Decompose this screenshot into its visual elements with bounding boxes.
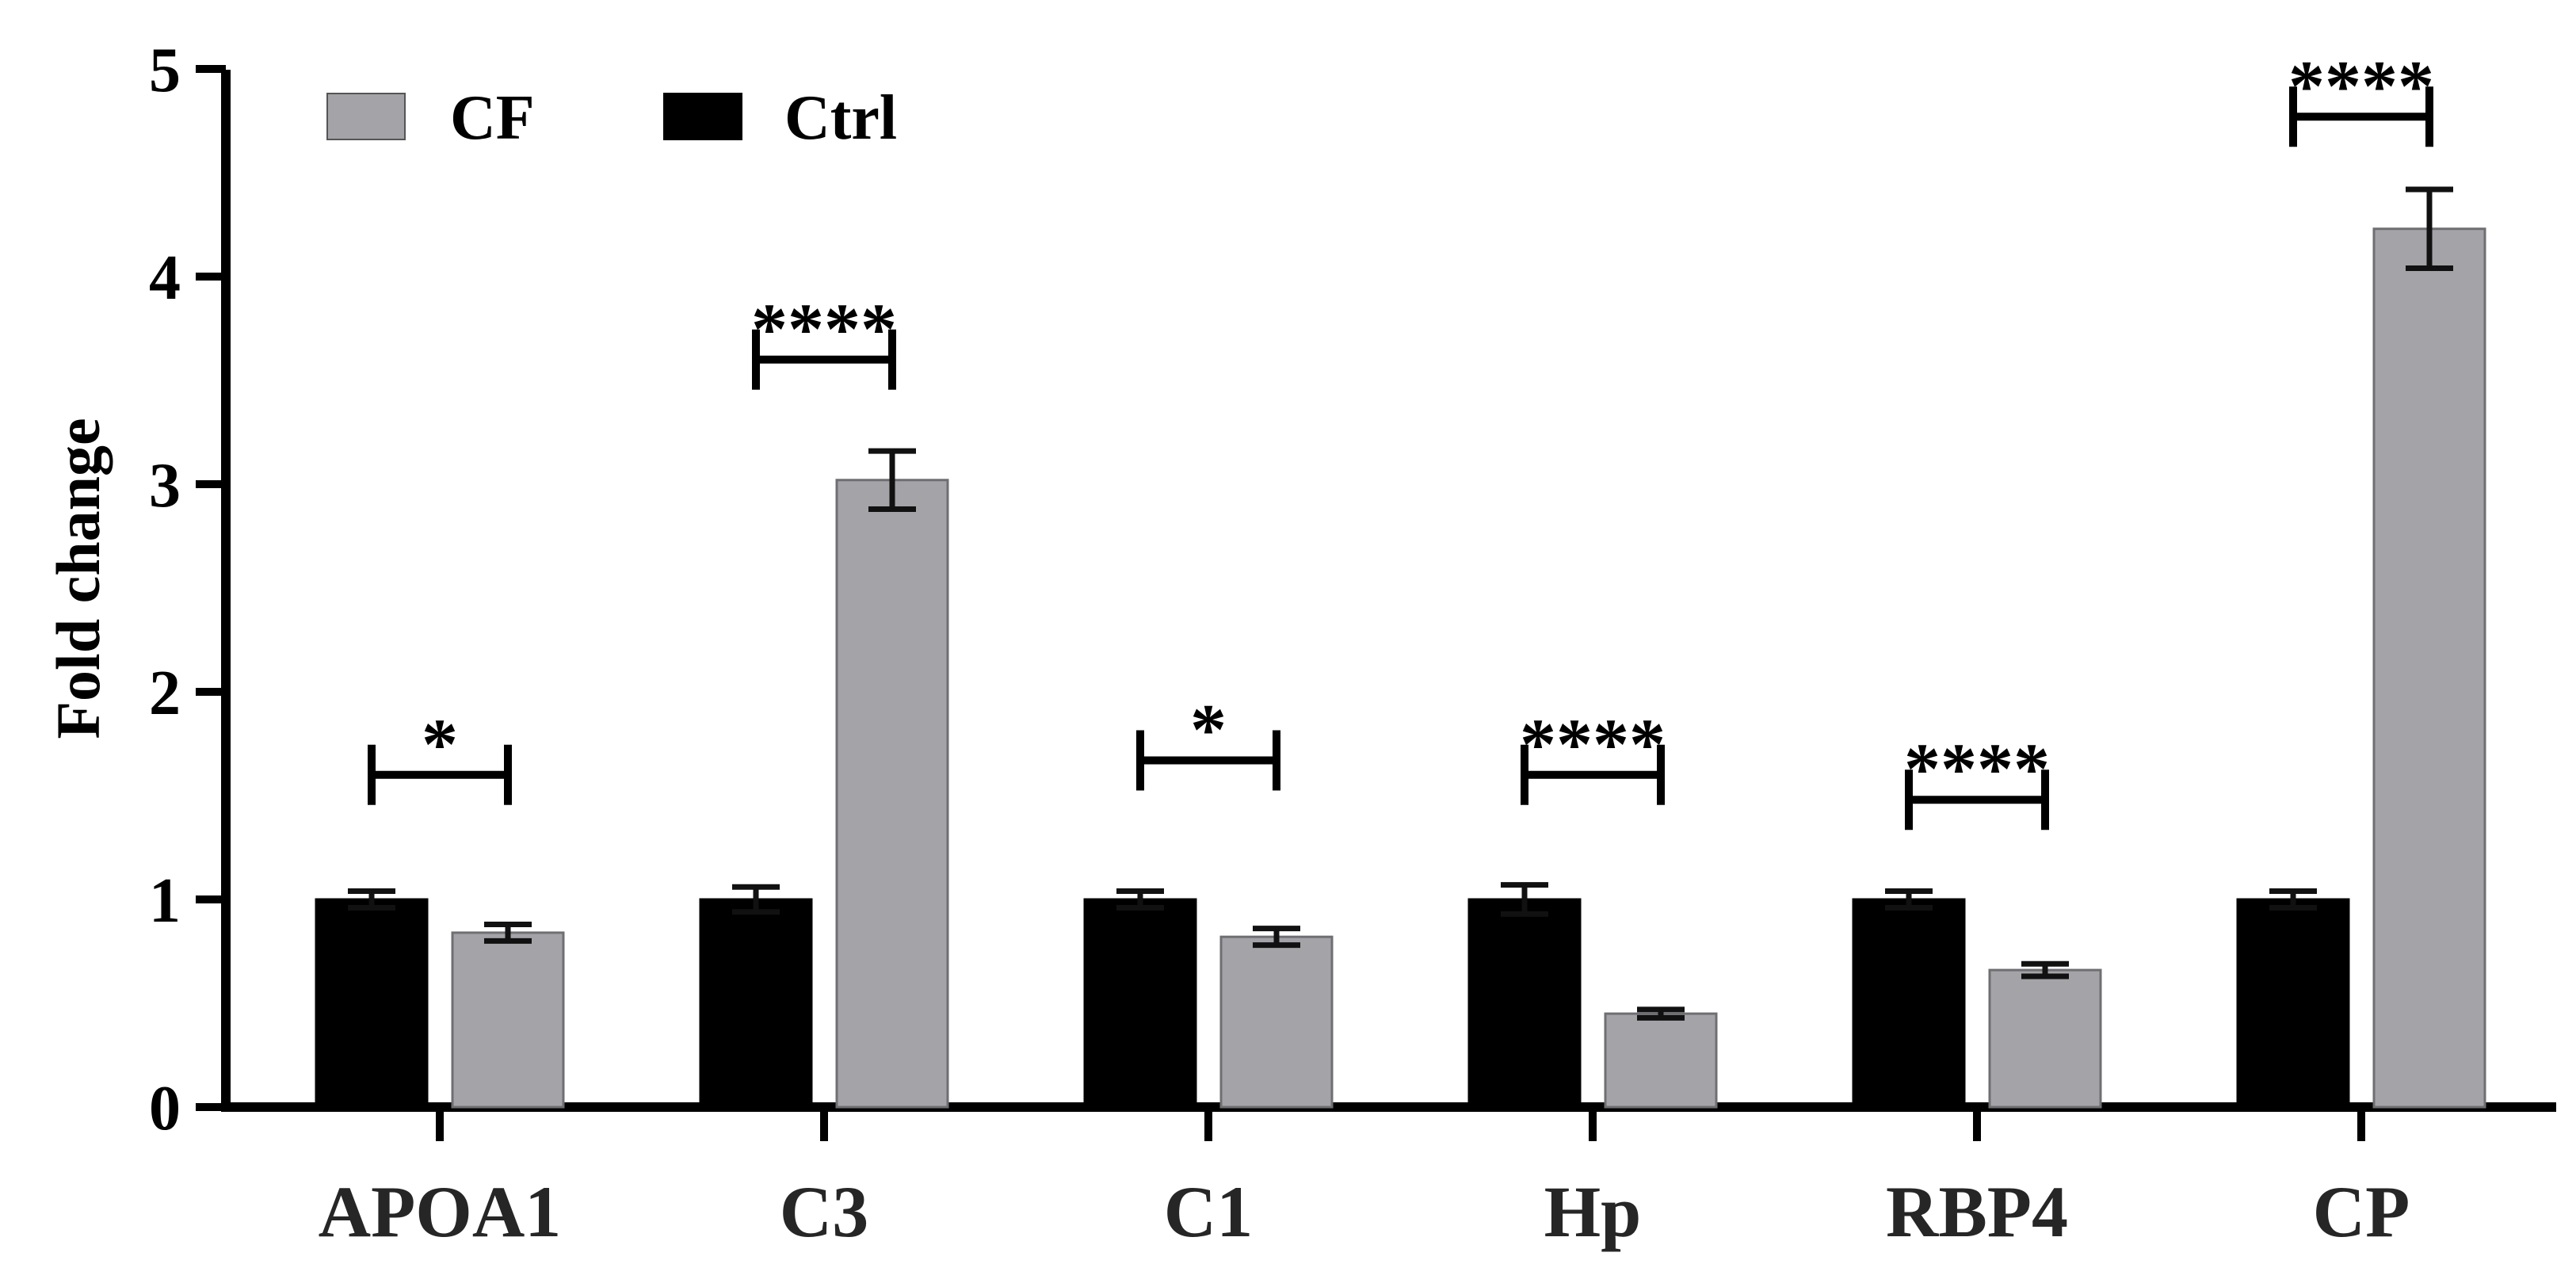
bar-cf [1604, 1012, 1718, 1109]
bar-ctrl [1083, 898, 1197, 1109]
significance-label: **** [2288, 45, 2434, 126]
significance-label: * [1190, 689, 1227, 769]
x-tick-label: C1 [1164, 1171, 1253, 1252]
bar-ctrl [2236, 898, 2350, 1109]
y-tick-label: 2 [149, 659, 181, 728]
bar-cf [1219, 935, 1334, 1109]
legend-label-cf: CF [450, 83, 535, 153]
legend-swatch-cf [326, 93, 406, 140]
bar-ctrl [315, 898, 429, 1109]
bar-cf [451, 931, 565, 1109]
legend-swatch-ctrl [663, 93, 742, 140]
x-tick-label: APOA1 [319, 1171, 562, 1252]
y-tick-label: 4 [149, 243, 181, 313]
x-tick-label: Hp [1544, 1171, 1642, 1252]
x-axis: APOA1 C3 C1 Hp RBP4 CP [221, 1102, 2556, 1252]
bar-cf [2372, 227, 2486, 1109]
y-tick-label: 3 [149, 451, 181, 521]
legend: CF Ctrl [326, 83, 897, 153]
y-tick-label: 1 [149, 866, 181, 936]
x-tick-label: C3 [780, 1171, 868, 1252]
x-tick-label: CP [2313, 1171, 2410, 1252]
x-tick-label: RBP4 [1886, 1171, 2068, 1252]
y-tick-label: 5 [149, 36, 181, 105]
y-axis: 0 1 2 3 4 5 [149, 36, 231, 1144]
legend-label-ctrl: Ctrl [784, 83, 897, 153]
error-bars [348, 186, 2453, 1021]
bar-ctrl [1467, 898, 1582, 1109]
significance-label: **** [751, 288, 897, 369]
significance-label: **** [1904, 728, 2050, 809]
bar-cf [835, 479, 949, 1109]
significance-brackets: ****** **** ******** [368, 45, 2434, 831]
significance-label: **** [1520, 704, 1666, 785]
bars [315, 227, 2486, 1109]
y-tick-label: 0 [149, 1074, 181, 1144]
y-axis-label: Fold change [44, 418, 113, 739]
bar-ctrl [1852, 898, 1966, 1109]
significance-label: * [422, 704, 458, 785]
bar-ctrl [699, 898, 813, 1109]
bar-cf [1988, 968, 2102, 1109]
x-ticks: APOA1 C3 C1 Hp RBP4 CP [319, 1107, 2410, 1252]
y-ticks: 0 1 2 3 4 5 [149, 36, 226, 1144]
